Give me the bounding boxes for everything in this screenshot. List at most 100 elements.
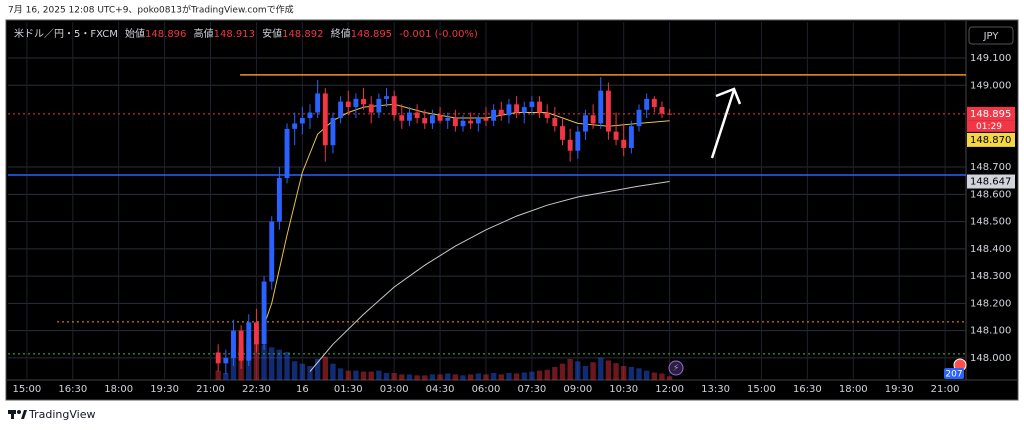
candle-body xyxy=(215,352,221,364)
volume-bar xyxy=(529,371,535,380)
volume-bar xyxy=(559,363,566,380)
candle-body xyxy=(537,101,542,113)
candle-body xyxy=(628,126,634,148)
candle-body xyxy=(445,117,451,121)
candle-body xyxy=(391,96,397,116)
volume-bar xyxy=(322,356,328,380)
y-tick-label: 148.400 xyxy=(970,244,1011,255)
x-tick-label: 18:00 xyxy=(104,384,133,395)
volume-bar xyxy=(399,374,405,380)
candle-body xyxy=(575,131,581,151)
candle-body xyxy=(315,93,321,113)
candle-body xyxy=(621,139,627,148)
candle-body xyxy=(567,139,573,151)
candle-body xyxy=(506,104,512,116)
volume-bar xyxy=(422,375,428,380)
volume-bar xyxy=(337,368,344,380)
candle-body xyxy=(330,117,336,146)
volume-bar xyxy=(330,363,336,380)
x-tick-label: 12:00 xyxy=(655,384,684,395)
volume-bar xyxy=(513,373,520,380)
x-tick-label: 21:00 xyxy=(931,384,960,395)
candle-body xyxy=(253,322,259,345)
volume-bar xyxy=(284,352,290,380)
volume-bar xyxy=(582,366,589,380)
logo-mark xyxy=(21,410,27,419)
candle-body xyxy=(475,117,481,124)
volume-bar xyxy=(368,371,374,380)
x-tick-label: 19:30 xyxy=(150,384,179,395)
badge-box xyxy=(944,368,964,379)
x-tick-label: 18:00 xyxy=(839,384,868,395)
ohlc-value: 148.913 xyxy=(214,29,255,40)
caption: 7月 16, 2025 12:08 UTC+9、poko0813がTrading… xyxy=(8,4,294,16)
candle-body xyxy=(498,109,504,116)
volume-bar xyxy=(406,374,413,380)
x-tick-label: 22:30 xyxy=(242,384,271,395)
x-tick-label: 03:00 xyxy=(380,384,409,395)
event-glyph: ⚡ xyxy=(673,364,679,374)
candle-body xyxy=(613,131,619,140)
logo xyxy=(8,410,27,419)
candle-body xyxy=(299,117,305,124)
y-tick-label: 148.700 xyxy=(970,162,1011,173)
candle-body xyxy=(583,115,588,132)
arrow-shaft xyxy=(710,89,736,159)
candle-body xyxy=(452,117,458,127)
price-label: 148.647 xyxy=(970,177,1011,188)
candle-body xyxy=(521,107,527,113)
volume-bar xyxy=(314,359,321,380)
x-tick-label: 01:30 xyxy=(334,384,363,395)
ohlc-label: 安値 xyxy=(262,27,282,40)
candle-body xyxy=(261,281,267,345)
event-icon[interactable] xyxy=(668,360,684,376)
price-label: 148.870 xyxy=(970,135,1011,146)
x-tick-label: 16:30 xyxy=(793,384,822,395)
ohlc-value: 148.895 xyxy=(351,29,392,40)
candle-body xyxy=(238,330,244,361)
price-label: 148.895 xyxy=(970,109,1011,120)
x-tick-label: 10:30 xyxy=(609,384,638,395)
y-tick-label: 149.100 xyxy=(970,53,1011,64)
volume-bar xyxy=(613,363,619,380)
ohlc-value: 148.892 xyxy=(282,29,323,40)
y-tick-label: 148.000 xyxy=(970,353,1011,364)
x-tick-label: 06:00 xyxy=(472,384,501,395)
currency: JPY xyxy=(983,31,1000,42)
volume-bar xyxy=(521,372,527,380)
change: -0.001 (-0.00%) xyxy=(399,29,478,40)
legend: 米ドル／円・5・FXCM 始値148.896 高値148.913 安値148.8… xyxy=(14,27,478,40)
volume-bar xyxy=(460,375,466,380)
candle-body xyxy=(376,98,382,113)
ohlc-value: 148.896 xyxy=(145,29,186,40)
volume-bar xyxy=(223,373,229,380)
price-label-box xyxy=(967,174,1015,189)
x-tick-label: 09:00 xyxy=(563,384,592,395)
arrow-head xyxy=(715,87,742,105)
volume-bar xyxy=(467,374,474,380)
candle-body xyxy=(552,117,558,127)
volume-bar xyxy=(261,345,267,380)
ohlc-label: 始値 xyxy=(125,27,145,40)
candle-body xyxy=(429,115,435,124)
candle-body xyxy=(223,357,229,364)
candle-body xyxy=(598,90,604,124)
currency-button[interactable] xyxy=(968,26,1014,45)
volume-bar xyxy=(544,369,550,380)
y-tick-label: 148.600 xyxy=(970,189,1011,200)
candle-body xyxy=(414,112,420,118)
volume-bar xyxy=(292,361,298,380)
candle-body xyxy=(276,177,282,222)
ohlc-label: 終値 xyxy=(331,27,351,40)
grid xyxy=(8,22,966,380)
volume-bar xyxy=(636,368,642,380)
arrow xyxy=(710,87,742,159)
volume-bar xyxy=(567,359,573,380)
volume-bar xyxy=(452,374,459,380)
volume-bar xyxy=(483,374,489,380)
x-tick-label: 07:30 xyxy=(517,384,546,395)
volume-bar xyxy=(643,370,650,380)
volume-bar xyxy=(353,370,359,380)
x-tick-label: 15:00 xyxy=(12,384,41,395)
candle-body xyxy=(345,101,351,108)
